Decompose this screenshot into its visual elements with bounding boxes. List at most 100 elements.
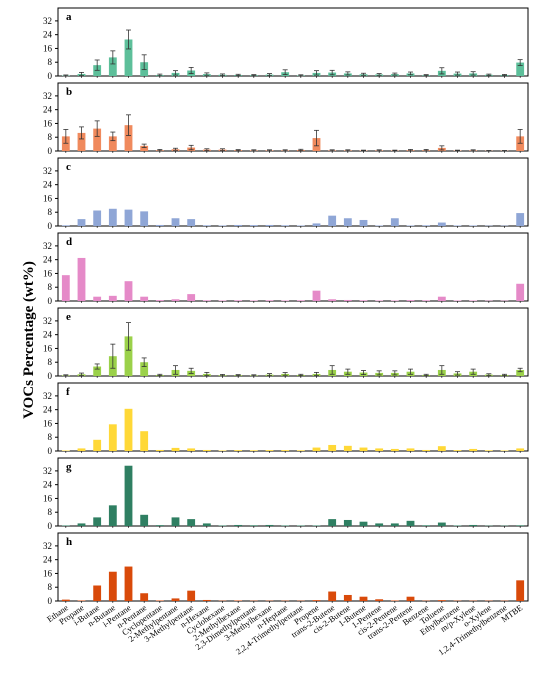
y-tick-label: 24 <box>43 30 53 40</box>
bar <box>203 600 211 601</box>
bar <box>109 572 117 601</box>
bar <box>203 523 211 526</box>
y-tick-label: 32 <box>43 91 52 101</box>
bar <box>328 519 336 526</box>
y-tick-label: 32 <box>43 241 52 251</box>
y-tick-label: 8 <box>48 132 53 142</box>
y-tick-label: 32 <box>43 466 52 476</box>
bar <box>375 599 383 601</box>
bar <box>454 450 462 451</box>
bar <box>140 211 148 226</box>
bar <box>407 300 415 301</box>
y-tick-label: 24 <box>43 330 53 340</box>
bar <box>501 450 509 451</box>
bar <box>469 225 477 226</box>
y-tick-label: 32 <box>43 541 52 551</box>
bar <box>454 225 462 226</box>
bar <box>62 600 70 601</box>
bar <box>344 300 352 301</box>
bar <box>485 450 493 451</box>
bar <box>93 297 101 301</box>
bar <box>281 225 289 226</box>
bar <box>422 225 430 226</box>
bar <box>187 294 195 301</box>
y-tick-label: 0 <box>48 521 53 531</box>
y-tick-label: 16 <box>43 493 53 503</box>
y-tick-label: 16 <box>43 43 53 53</box>
bar <box>187 448 195 451</box>
bar <box>140 297 148 301</box>
y-tick-label: 0 <box>48 296 53 306</box>
bar <box>422 300 430 301</box>
bar <box>375 225 383 226</box>
bar <box>516 448 524 451</box>
panel-label: e <box>66 311 71 323</box>
bar <box>422 450 430 451</box>
bar <box>125 210 133 226</box>
bar <box>250 225 258 226</box>
bar <box>281 525 289 526</box>
panel-label: c <box>66 161 71 173</box>
y-tick-label: 24 <box>43 480 53 490</box>
bar <box>438 223 446 226</box>
bar <box>438 297 446 301</box>
bar <box>266 525 274 526</box>
y-tick-label: 24 <box>43 555 53 565</box>
bar <box>234 525 242 526</box>
bar <box>344 446 352 451</box>
bar <box>219 300 227 301</box>
bar <box>328 299 336 301</box>
y-tick-label: 24 <box>43 180 53 190</box>
bar <box>62 450 70 451</box>
bar <box>234 300 242 301</box>
bar <box>187 591 195 601</box>
bar <box>203 225 211 226</box>
bar <box>172 448 180 451</box>
bar <box>203 300 211 301</box>
y-tick-label: 8 <box>48 582 53 592</box>
y-tick-label: 0 <box>48 71 53 81</box>
y-tick-label: 0 <box>48 146 53 156</box>
bar <box>297 525 305 526</box>
bar <box>313 223 321 226</box>
bar <box>172 598 180 601</box>
y-tick-label: 8 <box>48 207 53 217</box>
bar <box>328 592 336 601</box>
y-tick-label: 16 <box>43 118 53 128</box>
bar <box>109 296 117 301</box>
y-tick-label: 8 <box>48 507 53 517</box>
bar <box>93 211 101 227</box>
y-axis-label-svg: VOCs Percentage (wt%) <box>3 0 43 677</box>
bar <box>109 424 117 451</box>
bar <box>125 567 133 601</box>
bar <box>219 225 227 226</box>
bar <box>93 440 101 451</box>
bar <box>62 525 70 526</box>
bar <box>281 450 289 451</box>
bar <box>78 258 86 301</box>
bar <box>454 300 462 301</box>
bar <box>375 448 383 451</box>
bar <box>313 600 321 601</box>
bar <box>250 450 258 451</box>
bar <box>344 520 352 526</box>
bar <box>313 291 321 301</box>
bar <box>375 523 383 526</box>
bar <box>172 299 180 301</box>
bar <box>407 521 415 526</box>
bar <box>328 216 336 226</box>
bar <box>328 445 336 451</box>
bar <box>391 600 399 601</box>
bar <box>125 409 133 451</box>
y-tick-label: 8 <box>48 357 53 367</box>
y-tick-label: 32 <box>43 316 52 326</box>
bar <box>469 449 477 451</box>
bar <box>297 300 305 301</box>
bar <box>234 450 242 451</box>
